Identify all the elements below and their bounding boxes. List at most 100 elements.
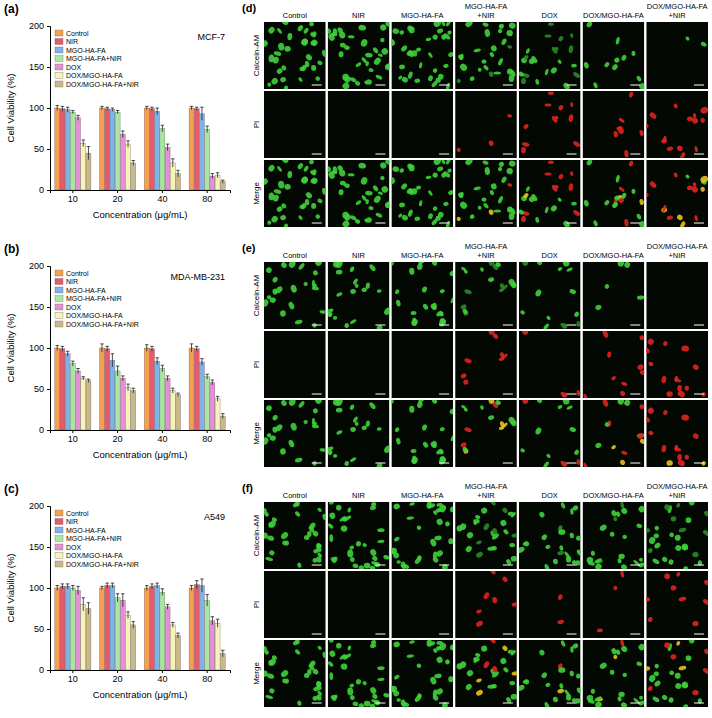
- bar: [55, 348, 60, 430]
- cell: [473, 520, 478, 526]
- cell: [648, 361, 654, 366]
- micrograph-tile: [583, 22, 645, 89]
- bar: [194, 109, 199, 190]
- tick-mark: [47, 588, 50, 589]
- scale-bar: [312, 325, 322, 326]
- cell: [432, 67, 438, 73]
- cell: [288, 400, 297, 407]
- bar: [76, 590, 81, 670]
- cell: [449, 269, 453, 277]
- row-label: Merge: [252, 422, 261, 445]
- cell: [535, 79, 540, 86]
- cell: [681, 543, 689, 551]
- cell: [347, 687, 354, 695]
- error-bar: [196, 107, 197, 110]
- cell: [329, 502, 334, 505]
- cell: [391, 262, 394, 266]
- cell: [572, 140, 580, 148]
- cell: [499, 421, 505, 428]
- cell: [271, 516, 278, 522]
- tile-background: [264, 160, 326, 227]
- cell: [395, 299, 401, 307]
- cell: [519, 209, 525, 216]
- tick-label: 80: [202, 674, 212, 684]
- cell: [507, 183, 513, 187]
- legend-label: NIR: [66, 38, 78, 45]
- cell: [297, 24, 305, 32]
- cell: [623, 262, 631, 269]
- error-bar: [83, 377, 84, 380]
- scale-bar: [694, 634, 704, 635]
- cell: [439, 289, 445, 294]
- cell: [646, 528, 650, 533]
- axis-line: [51, 191, 231, 194]
- cell: [450, 506, 454, 513]
- bar: [131, 625, 136, 670]
- bar: [76, 371, 81, 430]
- cell: [593, 220, 599, 227]
- cell: [676, 502, 682, 508]
- error-cap: [166, 604, 169, 605]
- cell: [430, 303, 437, 311]
- cell: [284, 183, 291, 190]
- cell: [432, 22, 442, 28]
- error-cap: [221, 650, 224, 651]
- cell: [551, 184, 559, 193]
- scale-bar: [375, 463, 385, 464]
- cell: [267, 220, 271, 225]
- error-bar: [117, 366, 118, 376]
- cell: [391, 39, 395, 47]
- cell: [602, 331, 610, 338]
- cell: [310, 176, 319, 185]
- cell: [666, 391, 673, 397]
- micrograph-tile: [583, 262, 645, 329]
- tick: 200: [29, 261, 50, 271]
- tick-label: 100: [29, 343, 44, 353]
- cell: [457, 54, 464, 61]
- cell: [350, 289, 356, 294]
- cell: [500, 38, 507, 46]
- cell: [557, 619, 564, 625]
- error-cap: [116, 110, 119, 111]
- cell: [305, 191, 314, 200]
- cell: [521, 147, 526, 153]
- cell: [499, 657, 507, 665]
- scale-bar: [630, 85, 640, 86]
- cell: [264, 177, 269, 186]
- cell: [364, 218, 370, 224]
- cell: [459, 53, 465, 60]
- series: [70, 586, 209, 670]
- cell: [445, 160, 452, 165]
- tile-background: [455, 502, 517, 569]
- column-header: MGO-HA-FA: [401, 11, 444, 20]
- cell: [519, 684, 526, 692]
- tick-label: 40: [157, 674, 167, 684]
- error-cap: [132, 160, 135, 161]
- cell: [675, 682, 682, 689]
- cell: [506, 30, 513, 37]
- tile-background: [646, 22, 708, 89]
- error-cap: [216, 619, 219, 620]
- cell: [270, 77, 279, 86]
- tile-background: [583, 331, 645, 398]
- cell: [586, 22, 594, 28]
- cell: [573, 311, 579, 318]
- scale-bar: [439, 223, 449, 224]
- cell: [550, 66, 558, 75]
- cell: [391, 685, 396, 693]
- cell: [618, 553, 625, 559]
- error-cap: [155, 108, 158, 109]
- scale-bar: [694, 154, 704, 155]
- cell: [520, 448, 526, 454]
- bar: [81, 604, 86, 670]
- cell: [703, 579, 708, 586]
- cell: [560, 640, 566, 647]
- bar: [194, 349, 199, 430]
- scale-bar: [630, 223, 640, 224]
- tile-background: [519, 160, 581, 227]
- error-bar: [222, 180, 223, 183]
- error-bar: [178, 633, 179, 638]
- tile-background: [646, 640, 708, 707]
- cell: [362, 680, 368, 686]
- error-bar: [157, 358, 158, 365]
